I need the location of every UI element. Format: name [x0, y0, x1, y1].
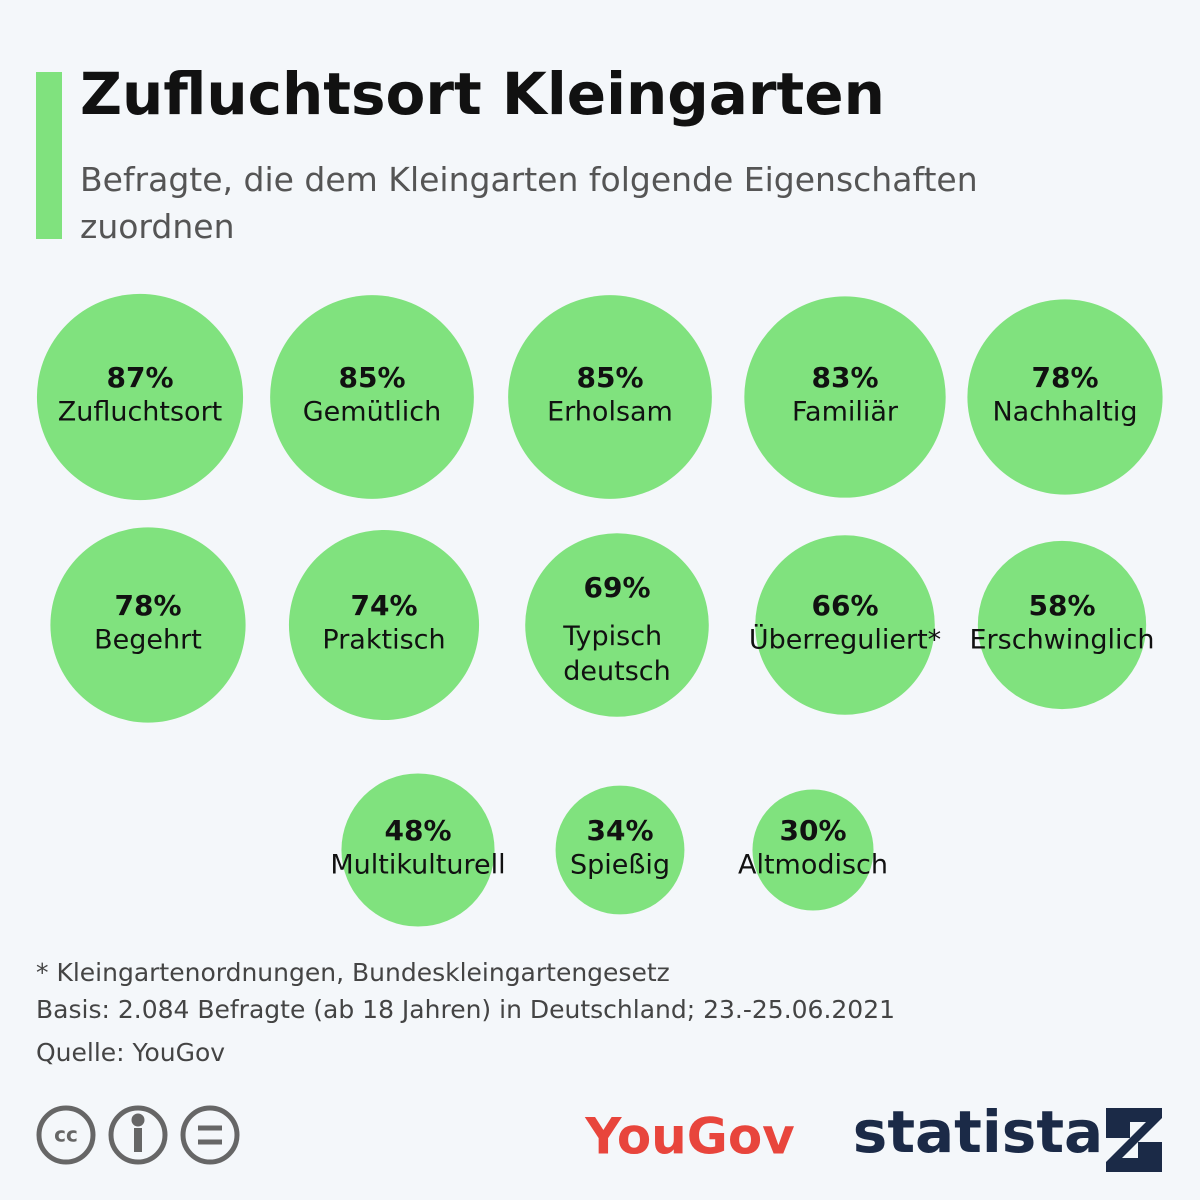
bubble	[525, 533, 709, 717]
bubble	[288, 529, 480, 721]
bubble	[977, 540, 1147, 710]
value-label: 87%	[106, 361, 173, 394]
bubble	[341, 773, 495, 927]
category-label: Gemütlich	[303, 397, 442, 428]
value-label: 85%	[576, 361, 643, 394]
bubble	[755, 535, 935, 715]
category-label: Nachhaltig	[992, 397, 1137, 428]
category-label: Überreguliert*	[749, 624, 941, 656]
bubble	[36, 293, 244, 501]
category-label: Multikulturell	[330, 850, 505, 881]
category-label: Zufluchtsort	[58, 397, 223, 428]
bubble	[555, 785, 685, 915]
category-label: Erschwinglich	[970, 625, 1155, 656]
bubble	[967, 299, 1163, 495]
value-label: 74%	[350, 589, 417, 622]
bubble	[744, 296, 946, 498]
value-label: 34%	[586, 814, 653, 847]
category-label: Altmodisch	[738, 850, 888, 881]
category-label: Erholsam	[547, 397, 673, 428]
source: Quelle: YouGov	[36, 1038, 226, 1067]
bubble	[752, 789, 874, 911]
value-label: 58%	[1028, 589, 1095, 622]
category-label: Spießig	[570, 850, 670, 881]
value-label: 78%	[1031, 361, 1098, 394]
category-label: Praktisch	[322, 625, 445, 656]
title: Zufluchtsort Kleingarten	[80, 60, 885, 128]
value-label: 83%	[811, 361, 878, 394]
value-label: 66%	[811, 589, 878, 622]
bubble	[50, 527, 246, 723]
value-label: 78%	[114, 589, 181, 622]
bubble	[508, 295, 712, 499]
value-label: 48%	[384, 814, 451, 847]
note: Basis: 2.084 Befragte (ab 18 Jahren) in …	[36, 995, 896, 1024]
subtitle: Befragte, die dem Kleingarten folgende E…	[80, 160, 978, 246]
category-label: Familiär	[792, 397, 899, 428]
accent-bar	[36, 72, 62, 239]
bubble	[270, 295, 474, 499]
value-label: 85%	[338, 361, 405, 394]
category-label: Typisch deutsch	[562, 621, 671, 687]
value-label: 30%	[779, 814, 846, 847]
category-label: Begehrt	[94, 625, 202, 656]
value-label: 69%	[583, 571, 650, 604]
footnote: * Kleingartenordnungen, Bundeskleingarte…	[36, 958, 670, 987]
